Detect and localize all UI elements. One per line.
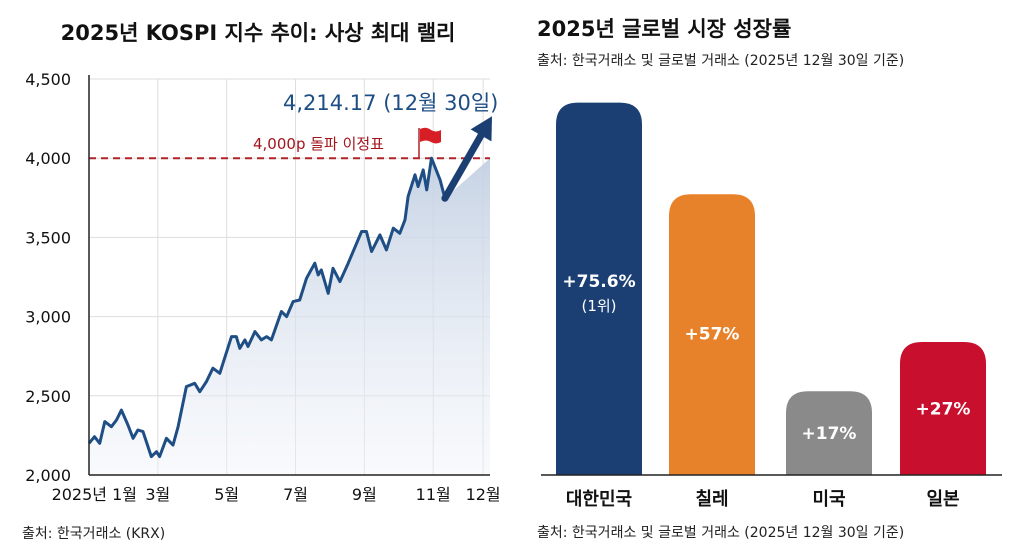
line-chart-title: 2025년 KOSPI 지수 추이: 사상 최대 랠리 <box>61 21 456 45</box>
line-chart-x-ticks: 2025년 1월 3월 5월 7월 9월 11월 12월 <box>52 485 501 504</box>
y-tick-label: 4,000 <box>25 149 71 168</box>
bar-3 <box>786 391 872 475</box>
line-chart-y-ticks: 2,000 2,500 3,000 3,500 4,000 4,500 <box>25 70 71 485</box>
bar-value-label: +27% <box>916 400 971 420</box>
x-tick-label: 7월 <box>283 485 308 504</box>
bar-4 <box>900 342 986 475</box>
kospi-series-line <box>87 156 447 459</box>
red-flag-icon <box>418 127 441 158</box>
category-label: 일본 <box>926 489 959 510</box>
line-chart-source: 출처: 한국거래소 (KRX) <box>22 526 165 542</box>
bar-chart-categories: 대한민국 칠레 미국 일본 <box>566 489 960 510</box>
category-label: 칠레 <box>695 489 728 510</box>
trend-arrow-icon <box>441 116 492 202</box>
bar-chart-title: 2025년 글로벌 시장 성장률 <box>537 17 791 41</box>
y-tick-label: 4,500 <box>25 70 71 89</box>
y-tick-label: 2,000 <box>25 466 71 485</box>
category-label: 대한민국 <box>566 489 632 510</box>
bar-2 <box>669 194 755 475</box>
final-value-annotation: 4,214.17 (12월 30일) <box>283 91 498 115</box>
bar-value-label: +75.6% <box>562 272 635 292</box>
y-tick-label: 2,500 <box>25 387 71 406</box>
y-tick-label: 3,000 <box>25 308 71 327</box>
y-tick-label: 3,500 <box>25 228 71 247</box>
bar-1 <box>556 102 642 476</box>
x-tick-label: 3월 <box>145 485 170 504</box>
bar-chart-subtitle: 출처: 한국거래소 및 글로벌 거래소 (2025년 12월 30일 기준) <box>537 53 904 69</box>
x-tick-label: 5월 <box>214 485 239 504</box>
line-chart-area-fill <box>89 158 490 475</box>
milestone-annotation: 4,000p 돌파 이정표 <box>253 135 384 153</box>
bar-chart-source: 출처: 한국거래소 및 글로벌 거래소 (2025년 12월 30일 기준) <box>537 525 904 541</box>
bar-value-label: +57% <box>685 325 740 345</box>
x-tick-label: 12월 <box>466 485 501 504</box>
x-tick-label: 2025년 1월 <box>52 485 137 504</box>
category-label: 미국 <box>812 489 845 510</box>
x-tick-label: 11월 <box>416 485 451 504</box>
x-tick-label: 9월 <box>352 485 377 504</box>
rank-label: (1위) <box>581 297 616 315</box>
bar-value-label: +17% <box>802 424 857 444</box>
bar-chart-bars: +75.6% (1위) +57% +17% +27% <box>556 102 986 476</box>
